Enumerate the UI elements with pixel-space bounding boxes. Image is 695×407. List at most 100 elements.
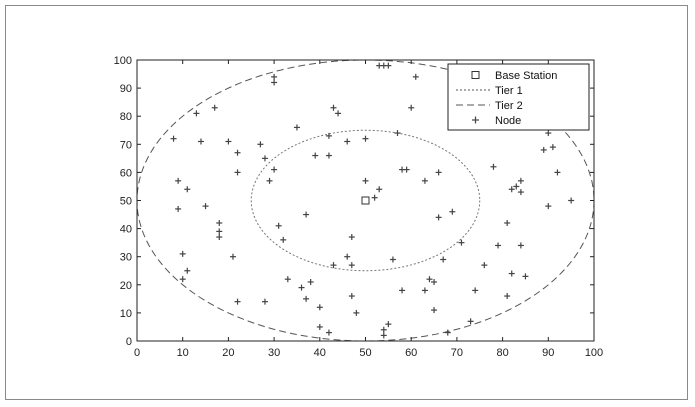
legend-entry: Tier 2 [456, 100, 523, 112]
node-point [179, 250, 186, 257]
node-point [517, 242, 524, 249]
node-point [175, 177, 182, 184]
node-point [293, 124, 300, 131]
x-tick-label: 30 [268, 347, 280, 359]
node-point [271, 166, 278, 173]
x-tick-label: 90 [542, 347, 554, 359]
node-point [389, 256, 396, 263]
node-point [421, 177, 428, 184]
y-tick-label: 10 [120, 308, 132, 320]
y-tick-label: 60 [120, 167, 132, 179]
node-point [298, 284, 305, 291]
node-point [284, 276, 291, 283]
node-point [225, 138, 232, 145]
base-station-marker [361, 196, 370, 205]
node-point [257, 141, 264, 148]
node-point [261, 298, 268, 305]
node-point [431, 278, 438, 285]
node-point [202, 203, 209, 210]
node-point [261, 155, 268, 162]
node-point [348, 234, 355, 241]
x-tick-label: 70 [451, 347, 463, 359]
node-point [472, 287, 479, 294]
node-point [371, 194, 378, 201]
node-point [325, 132, 332, 139]
node-point [362, 135, 369, 142]
y-tick-label: 0 [126, 336, 132, 348]
node-point [495, 242, 502, 249]
node-point [234, 149, 241, 156]
node-point [271, 73, 278, 80]
node-point [385, 321, 392, 328]
x-tick-label: 60 [405, 347, 417, 359]
node-point [435, 214, 442, 221]
node-point [399, 287, 406, 294]
node-point [444, 329, 451, 336]
node-point [280, 236, 287, 243]
legend-entry: Tier 1 [456, 85, 523, 97]
node-point [481, 262, 488, 269]
y-tick-label: 30 [120, 252, 132, 264]
node-point [490, 163, 497, 170]
node-point [316, 304, 323, 311]
node-point [522, 273, 529, 280]
node-point [380, 326, 387, 333]
node-point [376, 186, 383, 193]
node-point [184, 186, 191, 193]
node-point [504, 219, 511, 226]
node-point [170, 135, 177, 142]
node-point [449, 208, 456, 215]
y-tick-label: 80 [120, 111, 132, 123]
node-point [335, 110, 342, 117]
node-point [184, 267, 191, 274]
x-tick-label: 40 [314, 347, 326, 359]
node-point [348, 262, 355, 269]
node-point [271, 79, 278, 86]
node-point [554, 169, 561, 176]
y-tick-label: 100 [114, 55, 132, 67]
node-point [408, 104, 415, 111]
y-tick-label: 90 [120, 83, 132, 95]
node-point [216, 228, 223, 235]
node-point [431, 307, 438, 314]
node-point [175, 205, 182, 212]
node-point [467, 318, 474, 325]
x-tick-label: 100 [585, 347, 603, 359]
node-point [385, 62, 392, 69]
node-point [545, 130, 552, 137]
node-point [325, 329, 332, 336]
legend: Base Station Tier 1 Tier 2 Node [447, 63, 590, 131]
node-point [307, 278, 314, 285]
node-point [540, 146, 547, 153]
node-point [508, 270, 515, 277]
node-point [275, 222, 282, 229]
y-tick-label: 40 [120, 224, 132, 236]
node-point [440, 256, 447, 263]
node-point [435, 169, 442, 176]
node-point [508, 186, 515, 193]
node-point [412, 73, 419, 80]
node-point [458, 239, 465, 246]
node-point [234, 298, 241, 305]
node-point [234, 169, 241, 176]
node-point [303, 211, 310, 218]
node-point [348, 293, 355, 300]
node-point [303, 295, 310, 302]
y-tick-label: 70 [120, 139, 132, 151]
node-point [421, 287, 428, 294]
node-point [216, 234, 223, 241]
x-tick-label: 0 [134, 347, 140, 359]
node-point [325, 152, 332, 159]
y-tick-label: 20 [120, 280, 132, 292]
legend-label: Base Station [495, 70, 557, 82]
node-point [394, 130, 401, 137]
axis-layer: 0 10 20 30 40 50 60 70 80 90 100 0 10 20 30 40 50 60 70 80 9… [114, 55, 604, 359]
y-tick-label: 50 [120, 196, 132, 208]
node-point [316, 323, 323, 330]
legend-label: Tier 2 [495, 100, 523, 112]
node-point [568, 197, 575, 204]
node-point [193, 110, 200, 117]
node-point [344, 253, 351, 260]
node-point [549, 144, 556, 151]
x-tick-label: 10 [177, 347, 189, 359]
